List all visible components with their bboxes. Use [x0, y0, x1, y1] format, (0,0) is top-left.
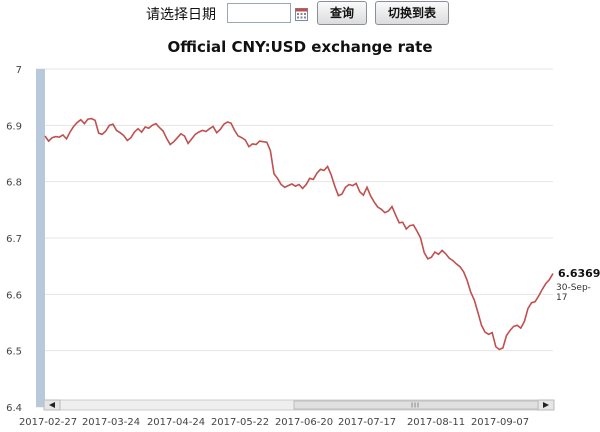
scroll-right-button[interactable] [537, 399, 555, 411]
arrow-right-icon[interactable] [543, 402, 549, 408]
last-date-label: 30-Sep-17 [556, 283, 591, 303]
last-value-label: 6.6369 [558, 267, 600, 280]
calendar-icon[interactable] [295, 6, 308, 21]
x-tick-label: 2017-08-11 [407, 417, 465, 428]
scrollbar-thumb[interactable] [293, 400, 539, 410]
x-tick-label: 2017-07-17 [338, 417, 396, 428]
arrow-left-icon[interactable] [49, 402, 55, 408]
x-tick-label: 2017-05-22 [211, 417, 269, 428]
chart-title: Official CNY:USD exchange rate [167, 38, 433, 56]
y-tick-label: 6.6 [6, 290, 22, 301]
grid-layer [36, 68, 553, 408]
navigator-left-mask[interactable] [36, 69, 45, 407]
y-axis-ticks: 7 6.9 6.8 6.7 6.6 6.5 6.4 [6, 65, 22, 414]
x-tick-label: 2017-06-20 [275, 417, 333, 428]
y-tick-label: 7 [16, 65, 22, 76]
x-axis-ticks: 2017-02-27 2017-03-24 2017-04-24 2017-05-22… [19, 417, 529, 428]
y-tick-label: 6.4 [6, 403, 22, 414]
y-tick-label: 6.5 [6, 347, 22, 358]
query-button[interactable]: 查询 [317, 1, 367, 25]
y-tick-label: 6.9 [6, 121, 22, 132]
date-input[interactable] [227, 3, 291, 23]
scrollbar[interactable] [43, 399, 555, 411]
y-tick-label: 6.8 [6, 178, 22, 189]
x-tick-label: 2017-04-24 [147, 417, 205, 428]
toolbar: 请选择日期 查询 切换到表 [0, 0, 600, 30]
scrollbar-grip-icon[interactable] [411, 402, 419, 408]
y-tick-label: 6.7 [6, 234, 22, 245]
x-tick-label: 2017-02-27 [19, 417, 77, 428]
series-line [44, 117, 554, 351]
date-label: 请选择日期 [146, 7, 216, 23]
switch-to-table-button[interactable]: 切换到表 [375, 1, 449, 25]
x-tick-label: 2017-03-24 [82, 417, 140, 428]
x-tick-label: 2017-09-07 [471, 417, 529, 428]
scroll-left-button[interactable] [43, 399, 61, 411]
